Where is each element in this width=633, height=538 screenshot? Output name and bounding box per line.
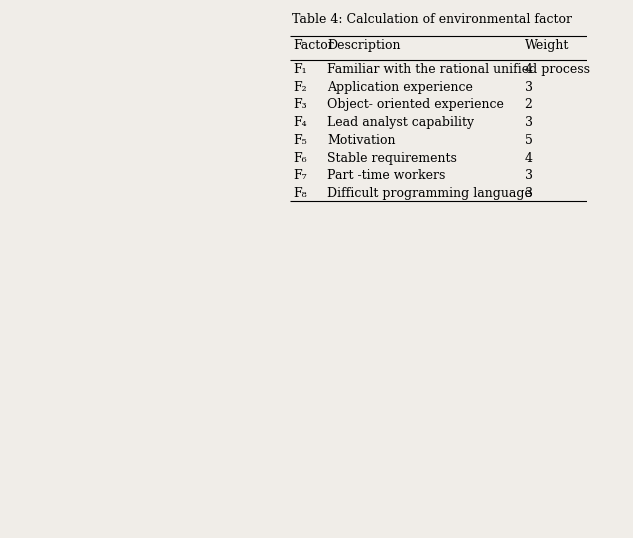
Text: 5: 5 <box>525 134 532 147</box>
Text: Description: Description <box>327 39 401 52</box>
Text: 3: 3 <box>525 81 532 94</box>
Text: Table 4: Calculation of environmental factor: Table 4: Calculation of environmental fa… <box>292 13 572 26</box>
Text: Familiar with the rational unified process: Familiar with the rational unified proce… <box>327 63 591 76</box>
Text: F₇: F₇ <box>294 169 307 182</box>
Text: Difficult programming language: Difficult programming language <box>327 187 532 200</box>
Text: F₁: F₁ <box>294 63 307 76</box>
Text: Motivation: Motivation <box>327 134 396 147</box>
Text: F₃: F₃ <box>294 98 307 111</box>
Text: Factor: Factor <box>294 39 334 52</box>
Text: 4: 4 <box>525 152 532 165</box>
Text: Part -time workers: Part -time workers <box>327 169 446 182</box>
Text: F₅: F₅ <box>294 134 307 147</box>
Text: 3: 3 <box>525 187 532 200</box>
Text: F₄: F₄ <box>294 116 307 129</box>
Text: F₈: F₈ <box>294 187 307 200</box>
Text: Weight: Weight <box>525 39 569 52</box>
Text: Lead analyst capability: Lead analyst capability <box>327 116 475 129</box>
Text: F₆: F₆ <box>294 152 307 165</box>
Text: 3: 3 <box>525 116 532 129</box>
Text: Stable requirements: Stable requirements <box>327 152 458 165</box>
Text: Application experience: Application experience <box>327 81 473 94</box>
Text: F₂: F₂ <box>294 81 307 94</box>
Text: Object- oriented experience: Object- oriented experience <box>327 98 505 111</box>
Text: 2: 2 <box>525 98 532 111</box>
Text: 4: 4 <box>525 63 532 76</box>
Text: 3: 3 <box>525 169 532 182</box>
